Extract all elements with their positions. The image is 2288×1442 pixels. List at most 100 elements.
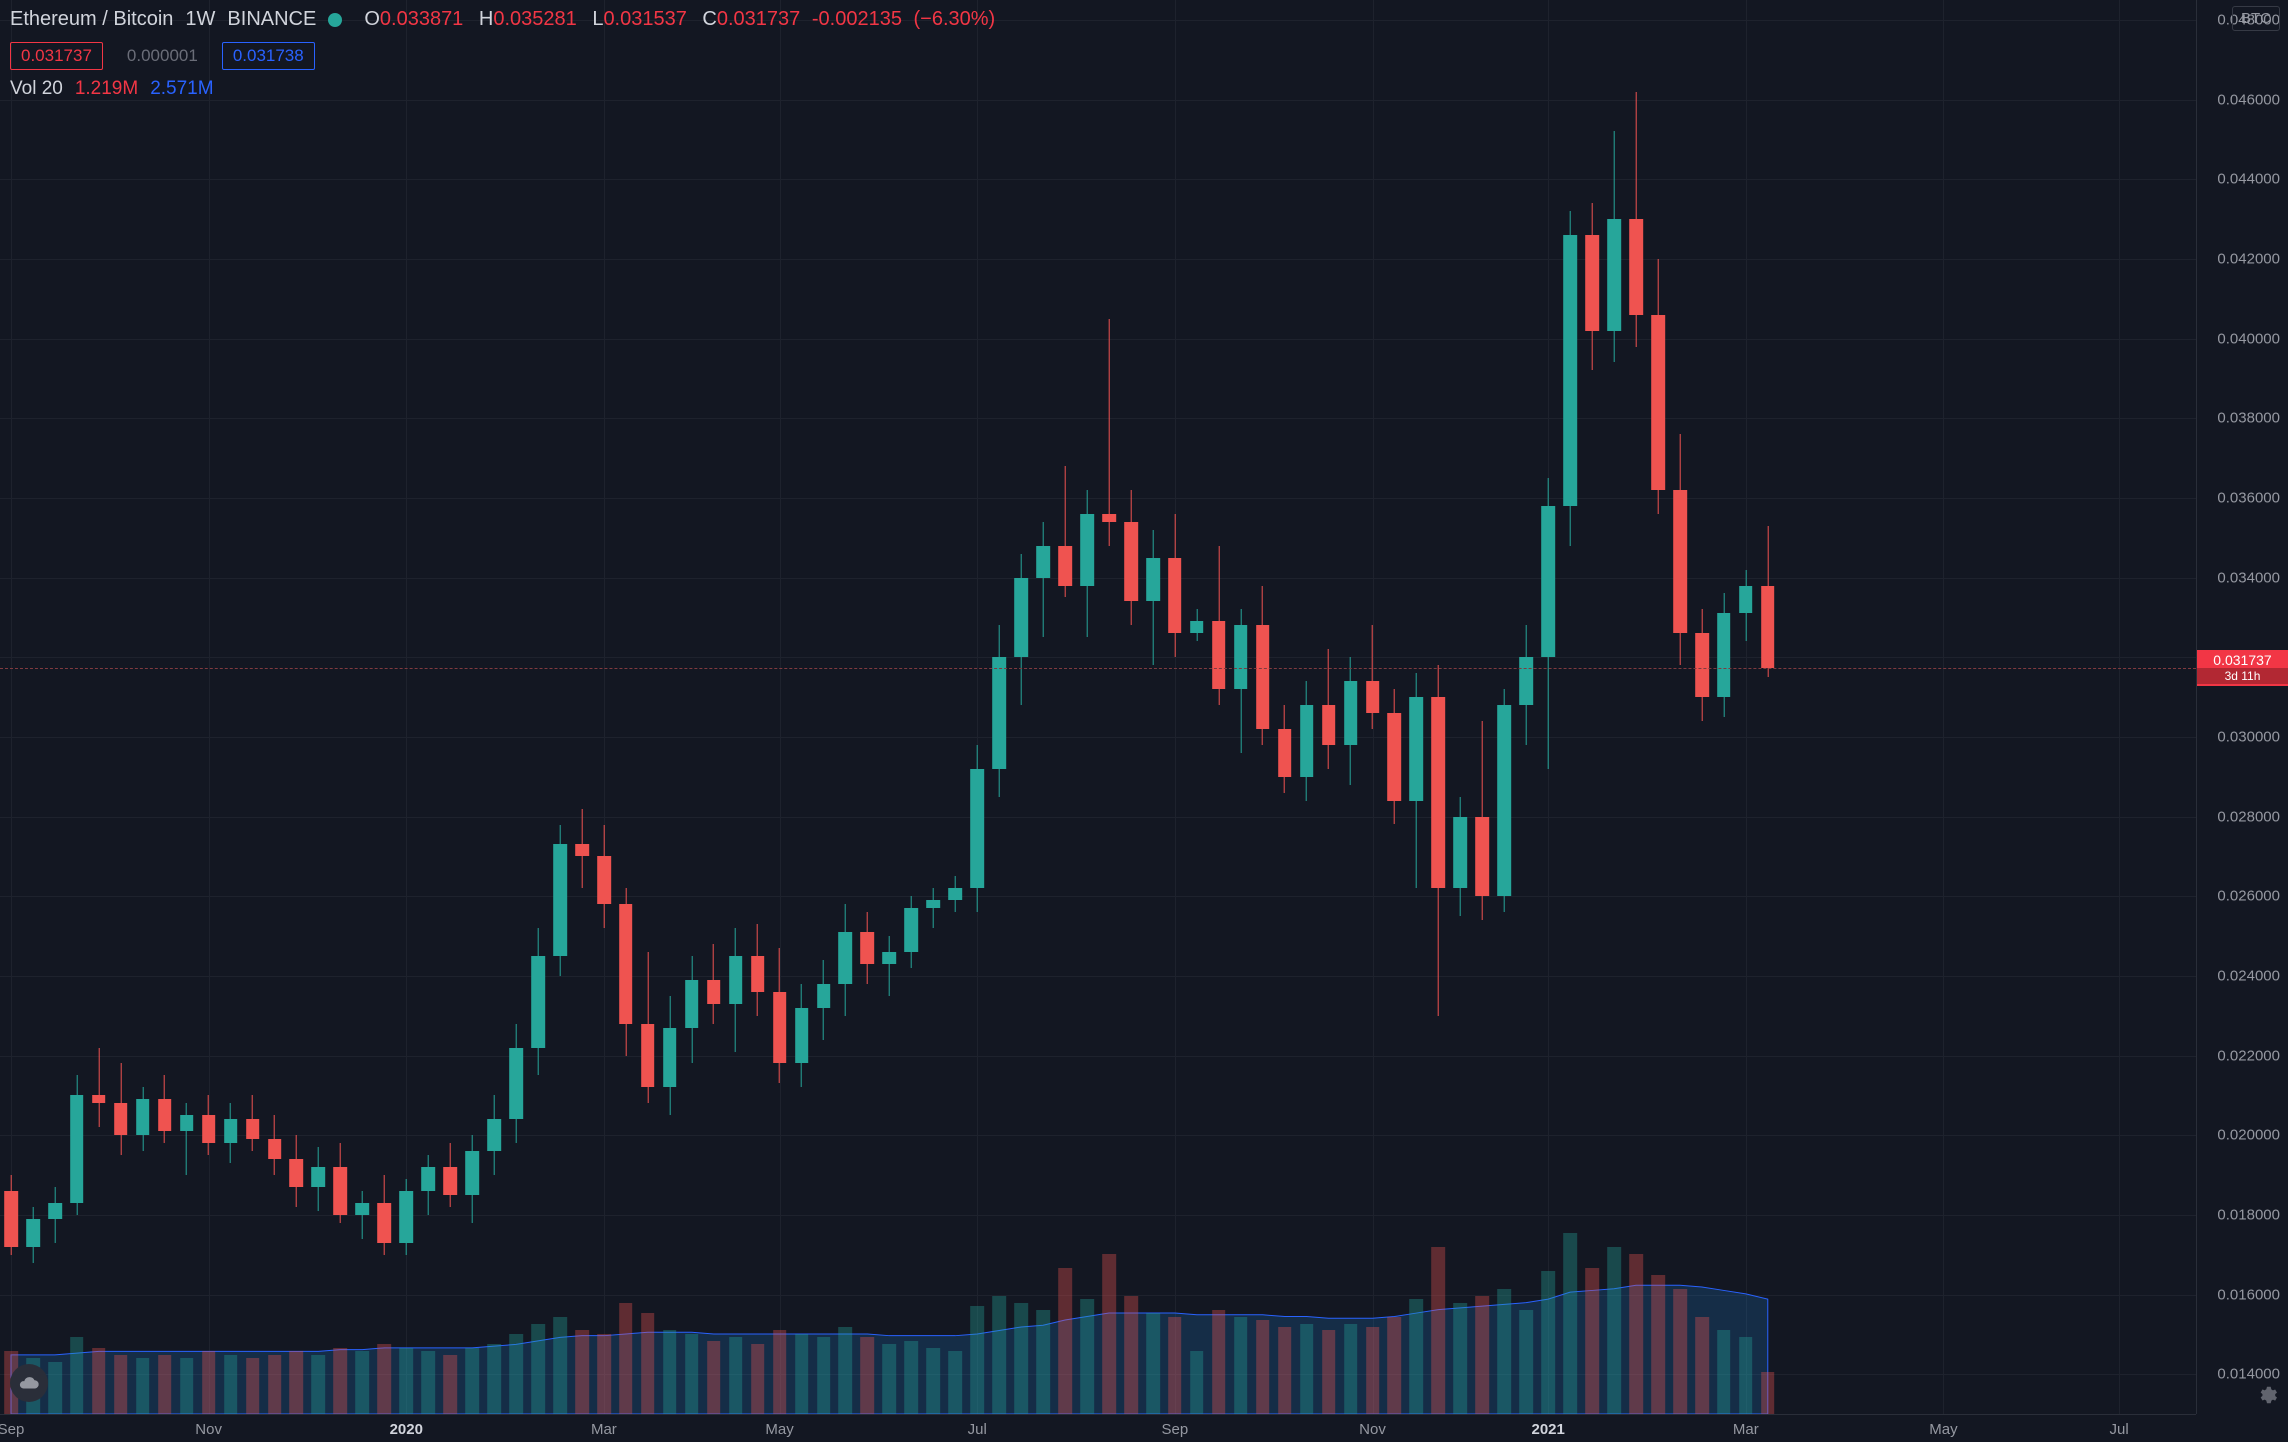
volume-bar [1519, 1310, 1533, 1414]
y-tick: 0.046000 [2217, 91, 2280, 108]
volume-bar [1410, 1299, 1424, 1414]
volume-bar [817, 1337, 831, 1414]
price-axis[interactable]: 0.031737 3d 11h 0.0140000.0160000.018000… [2196, 0, 2288, 1414]
candle [92, 1048, 106, 1128]
bid-ask-row: 0.031737 0.000001 0.031738 [10, 42, 315, 70]
candle [883, 936, 897, 996]
candle [334, 1143, 348, 1223]
candle [312, 1147, 326, 1211]
volume-bar [377, 1344, 391, 1414]
price-plot[interactable] [0, 0, 2196, 1414]
candle [1080, 490, 1094, 637]
candle [531, 928, 545, 1075]
volume-bar [531, 1324, 545, 1414]
candle [773, 948, 787, 1083]
y-tick: 0.040000 [2217, 330, 2280, 347]
volume-bar [839, 1327, 853, 1414]
candle [1629, 92, 1643, 347]
candle [1344, 657, 1358, 784]
price-unit-badge[interactable]: BTC [2232, 6, 2280, 31]
candle [1256, 586, 1270, 745]
candle [1695, 609, 1709, 721]
candle [1124, 490, 1138, 625]
x-tick: Nov [195, 1421, 222, 1438]
candle [707, 944, 721, 1024]
candle [1300, 681, 1314, 800]
y-tick: 0.030000 [2217, 728, 2280, 745]
volume-bar [1475, 1296, 1489, 1414]
volume-bar [1168, 1317, 1182, 1414]
candle [465, 1135, 479, 1223]
volume-bar [312, 1355, 326, 1414]
symbol-legend[interactable]: Ethereum / Bitcoin 1W BINANCE O0.033871 … [10, 8, 995, 31]
candle [619, 888, 633, 1055]
candle [1190, 609, 1204, 641]
volume-bar [992, 1296, 1006, 1414]
candle [817, 960, 831, 1040]
candle [268, 1115, 282, 1175]
volume-bar [1212, 1310, 1226, 1414]
ask-price[interactable]: 0.031738 [222, 42, 315, 70]
volume-bar [224, 1355, 238, 1414]
candle [26, 1207, 40, 1263]
axis-settings-button[interactable] [2256, 1384, 2278, 1406]
candle [1761, 526, 1775, 677]
volume-bar [180, 1358, 194, 1414]
chart-container[interactable]: Ethereum / Bitcoin 1W BINANCE O0.033871 … [0, 0, 2288, 1442]
volume-bar [1322, 1330, 1336, 1414]
volume-bar [970, 1306, 984, 1414]
candle [905, 896, 919, 968]
y-tick: 0.022000 [2217, 1047, 2280, 1064]
y-tick: 0.038000 [2217, 410, 2280, 427]
volume-bar [70, 1337, 84, 1414]
volume-bar [1124, 1296, 1138, 1414]
candle [597, 825, 611, 929]
volume-bar [399, 1348, 413, 1414]
volume-bar [1278, 1327, 1292, 1414]
timeframe-label[interactable]: 1W [185, 8, 215, 31]
x-tick: Sep [0, 1421, 24, 1438]
volume-bar [443, 1355, 457, 1414]
pair-name[interactable]: Ethereum / Bitcoin [10, 8, 173, 31]
last-price-line [0, 668, 2196, 669]
candle [70, 1075, 84, 1214]
y-tick: 0.036000 [2217, 489, 2280, 506]
volume-bar [1673, 1289, 1687, 1414]
volume-bar [202, 1351, 216, 1414]
candle [1585, 203, 1599, 370]
spread-value: 0.000001 [117, 43, 208, 69]
candle [509, 1024, 523, 1143]
x-tick: May [765, 1421, 793, 1438]
volume-bar [1454, 1303, 1468, 1414]
volume-bar [290, 1351, 304, 1414]
time-axis[interactable]: SepNov2020MarMayJulSepNov2021MarMayJul [0, 1414, 2196, 1442]
snapshot-button[interactable] [10, 1364, 48, 1402]
volume-bar [1761, 1372, 1775, 1414]
volume-bar [1651, 1275, 1665, 1414]
y-tick: 0.018000 [2217, 1206, 2280, 1223]
volume-bar [619, 1303, 633, 1414]
y-tick: 0.026000 [2217, 888, 2280, 905]
candle [1454, 797, 1468, 916]
volume-bar [1146, 1313, 1160, 1414]
bar-countdown: 3d 11h [2197, 668, 2288, 684]
volume-bar [641, 1313, 655, 1414]
volume-indicator-label: Vol 20 [10, 78, 63, 100]
volume-bar [948, 1351, 962, 1414]
candle [1651, 259, 1665, 514]
x-tick: May [1929, 1421, 1957, 1438]
candle [685, 956, 699, 1064]
volume-bar [268, 1355, 282, 1414]
candle [553, 825, 567, 976]
volume-bar [1607, 1247, 1621, 1414]
volume-bar [136, 1358, 150, 1414]
candle [1739, 570, 1753, 642]
candle [1234, 609, 1248, 752]
volume-bar [356, 1351, 370, 1414]
volume-bar [48, 1362, 62, 1414]
exchange-label[interactable]: BINANCE [227, 8, 316, 31]
volume-legend[interactable]: Vol 20 1.219M 2.571M [10, 78, 214, 100]
y-tick: 0.024000 [2217, 967, 2280, 984]
bid-price[interactable]: 0.031737 [10, 42, 103, 70]
candle [795, 984, 809, 1088]
